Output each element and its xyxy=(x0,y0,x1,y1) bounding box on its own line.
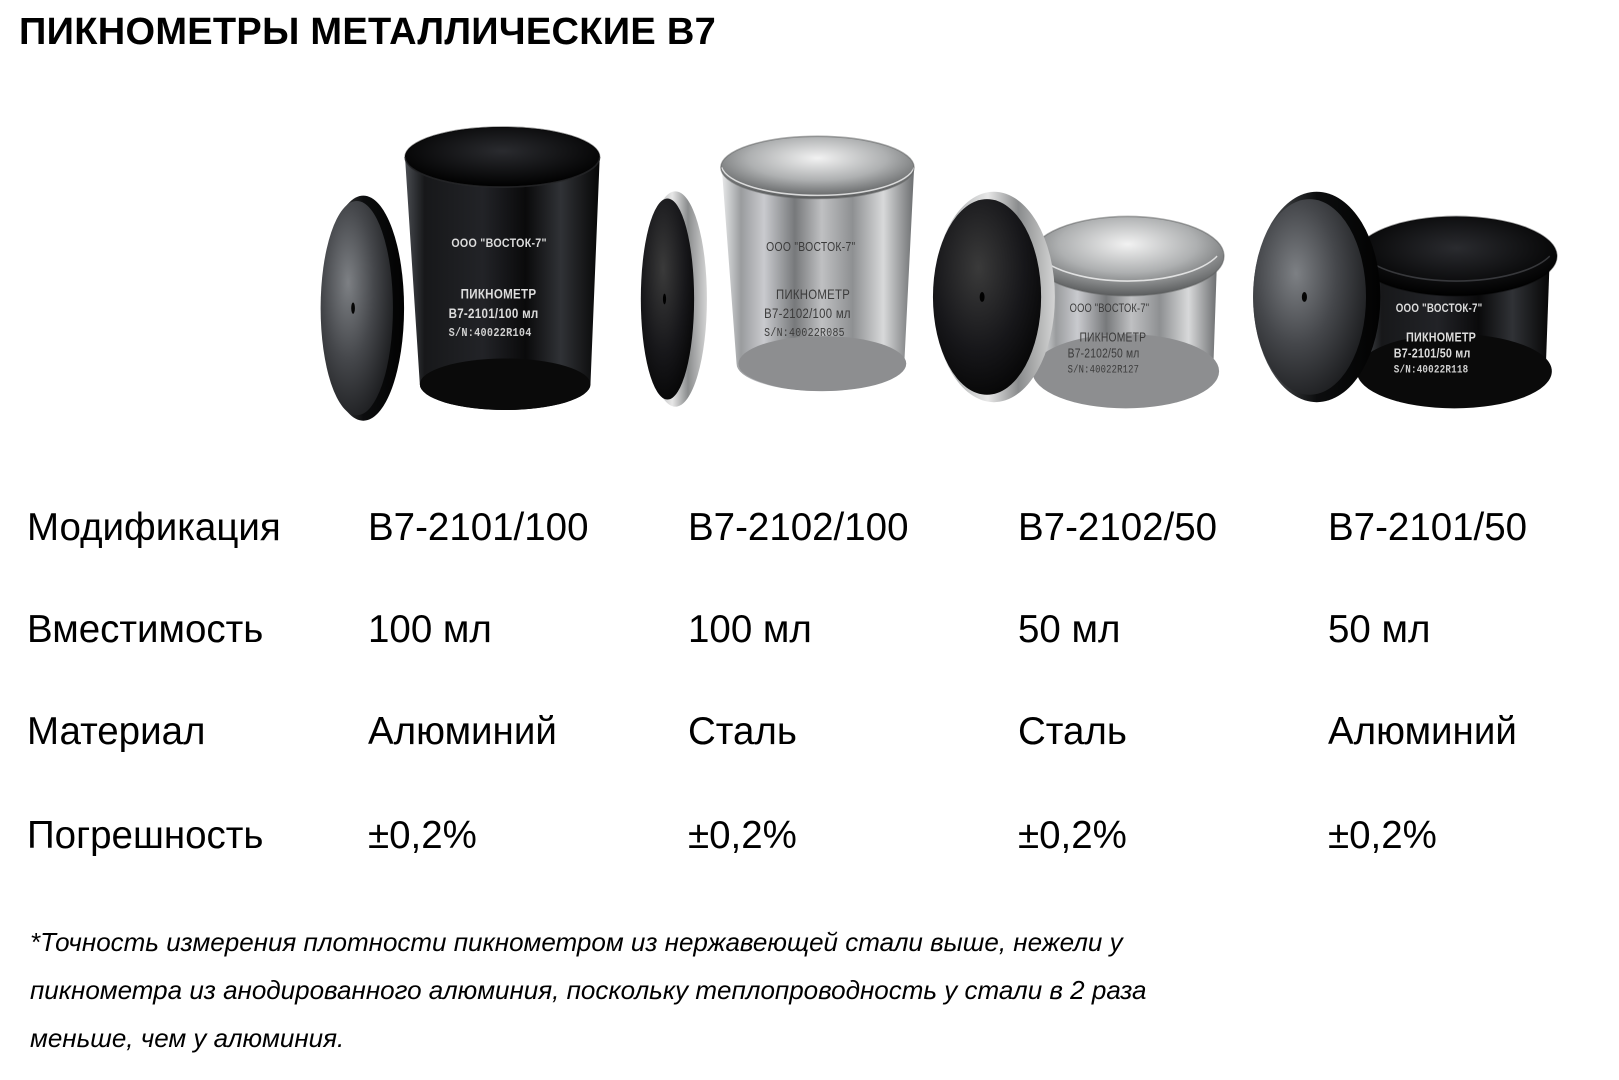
svg-text:S/N:40022R104: S/N:40022R104 xyxy=(449,327,532,340)
svg-text:В7-2101/50 мл: В7-2101/50 мл xyxy=(1394,346,1471,361)
svg-text:ПИКНОМЕТР: ПИКНОМЕТР xyxy=(1406,330,1476,345)
svg-text:В7-2102/50 мл: В7-2102/50 мл xyxy=(1068,347,1140,361)
svg-text:ПИКНОМЕТР: ПИКНОМЕТР xyxy=(461,287,537,302)
svg-text:S/N:40022R118: S/N:40022R118 xyxy=(1394,364,1469,377)
svg-text:ООО "ВОСТОК-7": ООО "ВОСТОК-7" xyxy=(451,237,546,250)
svg-text:S/N:40022R085: S/N:40022R085 xyxy=(764,327,845,340)
svg-text:S/N:40022R127: S/N:40022R127 xyxy=(1068,364,1140,377)
svg-text:ООО "ВОСТОК-7": ООО "ВОСТОК-7" xyxy=(1070,302,1150,315)
svg-text:ООО "ВОСТОК-7": ООО "ВОСТОК-7" xyxy=(1396,302,1483,315)
svg-text:ПИКНОМЕТР: ПИКНОМЕТР xyxy=(776,287,850,302)
svg-text:ООО "ВОСТОК-7": ООО "ВОСТОК-7" xyxy=(766,241,855,254)
svg-text:В7-2101/100 мл: В7-2101/100 мл xyxy=(449,306,539,321)
svg-text:В7-2102/100 мл: В7-2102/100 мл xyxy=(764,306,851,321)
svg-text:ПИКНОМЕТР: ПИКНОМЕТР xyxy=(1079,330,1146,344)
